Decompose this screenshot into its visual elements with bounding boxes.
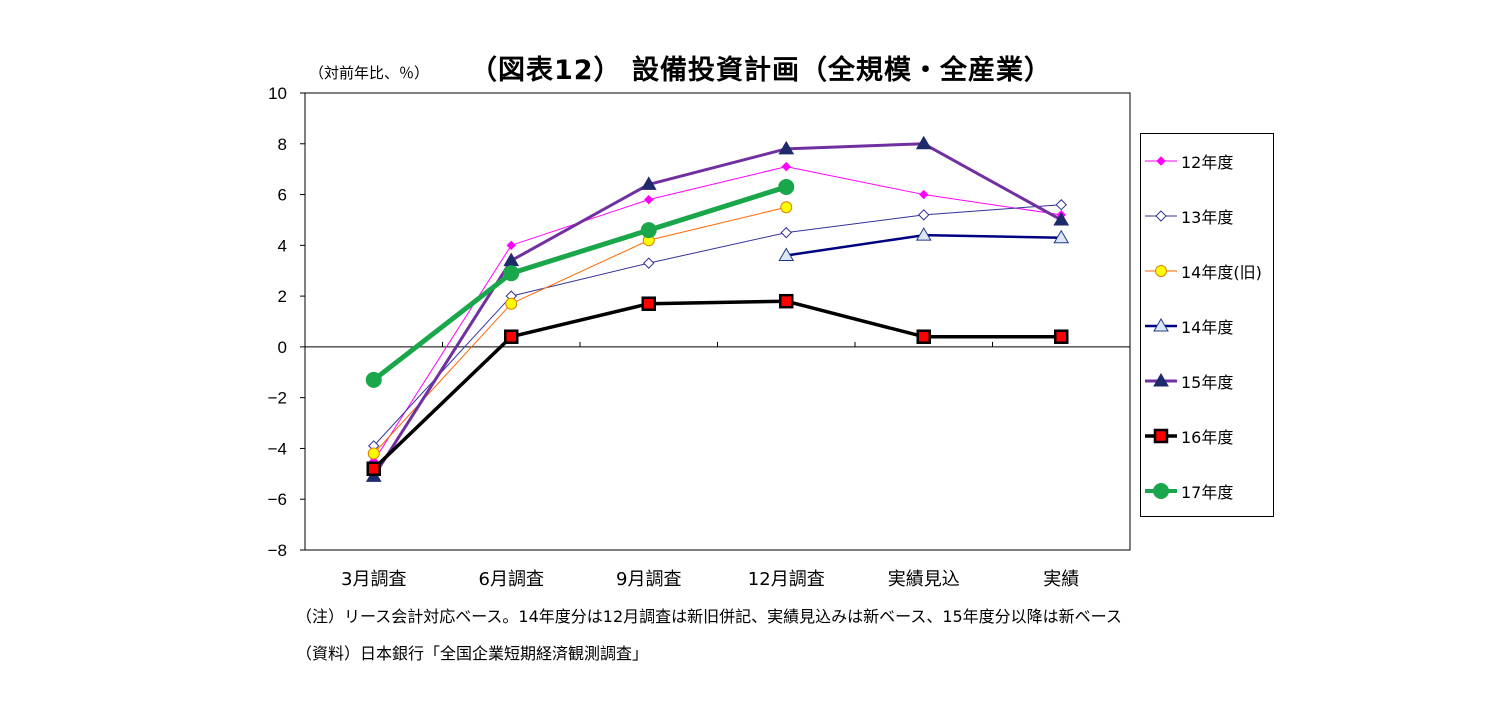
legend-marker: [1156, 156, 1166, 166]
legend-swatch: [1145, 428, 1177, 444]
y-tick-label: −6: [268, 490, 287, 509]
data-point-5: [779, 293, 794, 309]
chart-title: （図表12） 設備投資計画（全規模・全産業）: [470, 55, 1052, 86]
legend-marker: [1153, 483, 1169, 499]
legend-label: 17年度: [1181, 483, 1234, 502]
series-line-0: [373, 166, 1062, 462]
legend-swatch: [1145, 210, 1177, 222]
x-tick-label: 3月調査: [341, 569, 406, 590]
legend-swatch: [1145, 318, 1177, 332]
series-line-4: [372, 142, 1062, 478]
legend-item: 15年度: [1141, 369, 1233, 393]
data-point-0: [781, 161, 791, 172]
legend-label: 16年度: [1181, 428, 1234, 447]
series-line-2: [373, 206, 787, 454]
data-point-4: [640, 176, 657, 190]
data-point-0: [919, 189, 929, 200]
legend-swatch: [1145, 483, 1177, 499]
legend-marker: [1155, 265, 1167, 277]
data-point-2: [505, 297, 518, 310]
legend-swatch: [1145, 373, 1177, 387]
data-point-6: [640, 222, 657, 239]
x-tick-label: 9月調査: [616, 569, 681, 590]
plot-area: [304, 92, 1131, 551]
y-axis-unit-label: （対前年比、％）: [309, 64, 430, 82]
x-tick-label: 実績見込: [888, 569, 960, 590]
y-tick-label: −4: [268, 439, 287, 458]
legend-marker: [1155, 210, 1167, 222]
legend-item: 14年度: [1141, 314, 1233, 338]
data-point-1: [918, 209, 930, 221]
data-point-0: [506, 240, 516, 251]
legend-marker: [1153, 318, 1169, 332]
data-point-1: [780, 226, 792, 239]
legend-swatch: [1145, 156, 1177, 166]
series-line-6: [372, 184, 787, 382]
series-line-1: [373, 204, 1062, 447]
data-point-5: [916, 329, 931, 344]
legend-swatch: [1145, 265, 1177, 277]
series-line-5: [372, 299, 1062, 471]
y-tick-label: 0: [278, 338, 287, 357]
legend-item: 12年度: [1141, 149, 1233, 173]
legend-label: 14年度(旧): [1181, 263, 1262, 282]
data-point-4: [915, 135, 932, 150]
y-tick-label: 8: [278, 135, 287, 154]
data-point-1: [1055, 199, 1067, 211]
legend-marker: [1153, 428, 1169, 444]
data-point-3: [778, 247, 795, 261]
data-point-4: [778, 140, 795, 155]
data-point-3: [915, 227, 932, 241]
data-point-0: [644, 194, 654, 205]
source-note: （資料）日本銀行「全国企業短期経済観測調査」: [296, 644, 649, 663]
data-point-2: [780, 201, 793, 214]
y-tick-label: 4: [278, 236, 287, 255]
legend-item: 16年度: [1141, 424, 1233, 448]
legend-item: 14年度(旧): [1141, 259, 1262, 283]
data-point-5: [504, 329, 519, 344]
legend-label: 15年度: [1181, 373, 1234, 392]
data-point-1: [643, 257, 655, 269]
legend-label: 12年度: [1181, 153, 1234, 172]
y-tick-label: −8: [268, 541, 287, 560]
y-tick-label: 10: [268, 84, 287, 103]
data-point-5: [1054, 329, 1069, 344]
data-point-5: [641, 296, 656, 311]
data-point-3: [1053, 229, 1070, 244]
x-tick-label: 実績: [1043, 569, 1079, 590]
footnote: （注）リース会計対応ベース。14年度分は12月調査は新旧併記、実績見込みは新ベー…: [296, 607, 1122, 626]
y-tick-label: 6: [278, 186, 287, 205]
x-tick-label: 6月調査: [479, 569, 544, 590]
chart-legend: 12年度 13年度 14年度(旧) 14年度 15年度 16年度 17年度: [1140, 133, 1274, 517]
data-point-4: [1053, 211, 1070, 226]
legend-item: 13年度: [1141, 204, 1233, 228]
data-point-6: [778, 178, 795, 195]
data-point-6: [503, 265, 520, 282]
legend-label: 14年度: [1181, 318, 1234, 337]
x-tick-label: 12月調査: [748, 569, 825, 590]
data-point-6: [365, 371, 382, 388]
legend-label: 13年度: [1181, 208, 1234, 227]
legend-item: 17年度: [1141, 479, 1233, 503]
legend-marker: [1153, 373, 1169, 387]
data-point-2: [367, 447, 380, 460]
y-tick-label: −2: [268, 389, 287, 408]
y-tick-label: 2: [278, 287, 287, 306]
data-point-5: [366, 461, 381, 477]
